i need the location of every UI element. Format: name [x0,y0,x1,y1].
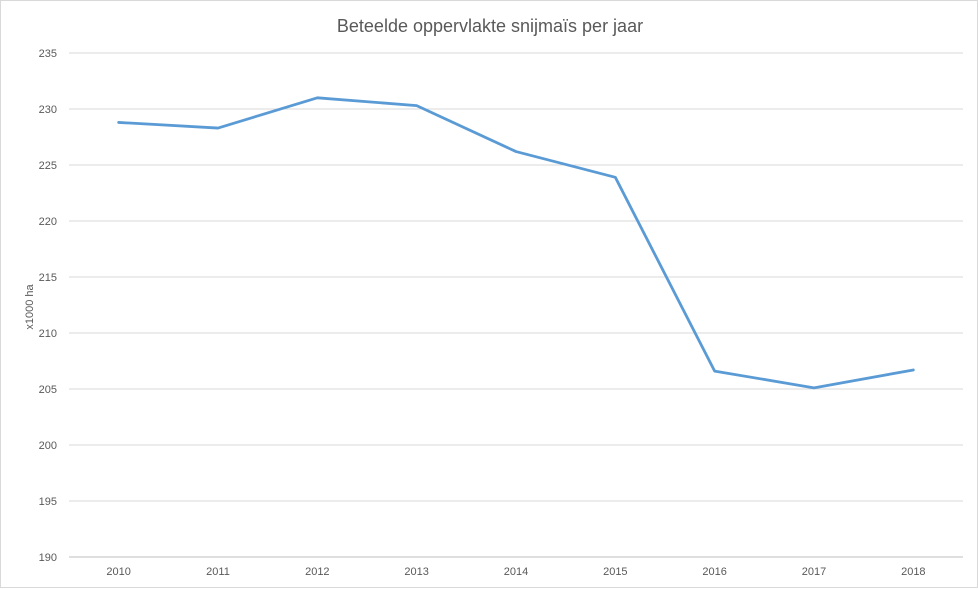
series-layer [116,95,916,391]
data-point [612,174,618,180]
y-tick-label: 220 [39,216,57,228]
x-tick-label: 2011 [206,566,230,578]
x-tick-label: 2015 [603,566,627,578]
x-tick-label: 2014 [504,566,528,578]
y-tick-label: 235 [39,48,57,60]
data-point [314,95,320,101]
data-point [712,368,718,374]
chart-title: Beteelde oppervlakte snijmaïs per jaar [337,16,643,36]
series-line [117,96,915,390]
data-point [116,119,122,125]
y-tick-label: 200 [39,440,57,452]
y-tick-labels: 190 195 200 205 210 215 220 225 230 235 [39,48,57,564]
y-tick-label: 230 [39,104,57,116]
x-tick-label: 2017 [802,566,826,578]
y-tick-label: 190 [39,552,57,564]
y-tick-label: 225 [39,160,57,172]
y-tick-label: 215 [39,272,57,284]
x-tick-label: 2012 [305,566,329,578]
data-point [513,149,519,155]
x-tick-label: 2018 [901,566,925,578]
data-point [811,385,817,391]
y-tick-label: 195 [39,496,57,508]
data-point [215,125,221,131]
x-tick-label: 2010 [106,566,130,578]
data-point [414,103,420,109]
y-tick-label: 205 [39,384,57,396]
data-point [910,367,916,373]
x-tick-label: 2013 [404,566,428,578]
y-axis-label: x1000 ha [24,283,36,329]
y-tick-label: 210 [39,328,57,340]
x-tick-labels: 2010 2011 2012 2013 2014 2015 2016 2017 2018 [106,566,925,578]
gridlines [69,52,963,558]
x-tick-label: 2016 [702,566,726,578]
